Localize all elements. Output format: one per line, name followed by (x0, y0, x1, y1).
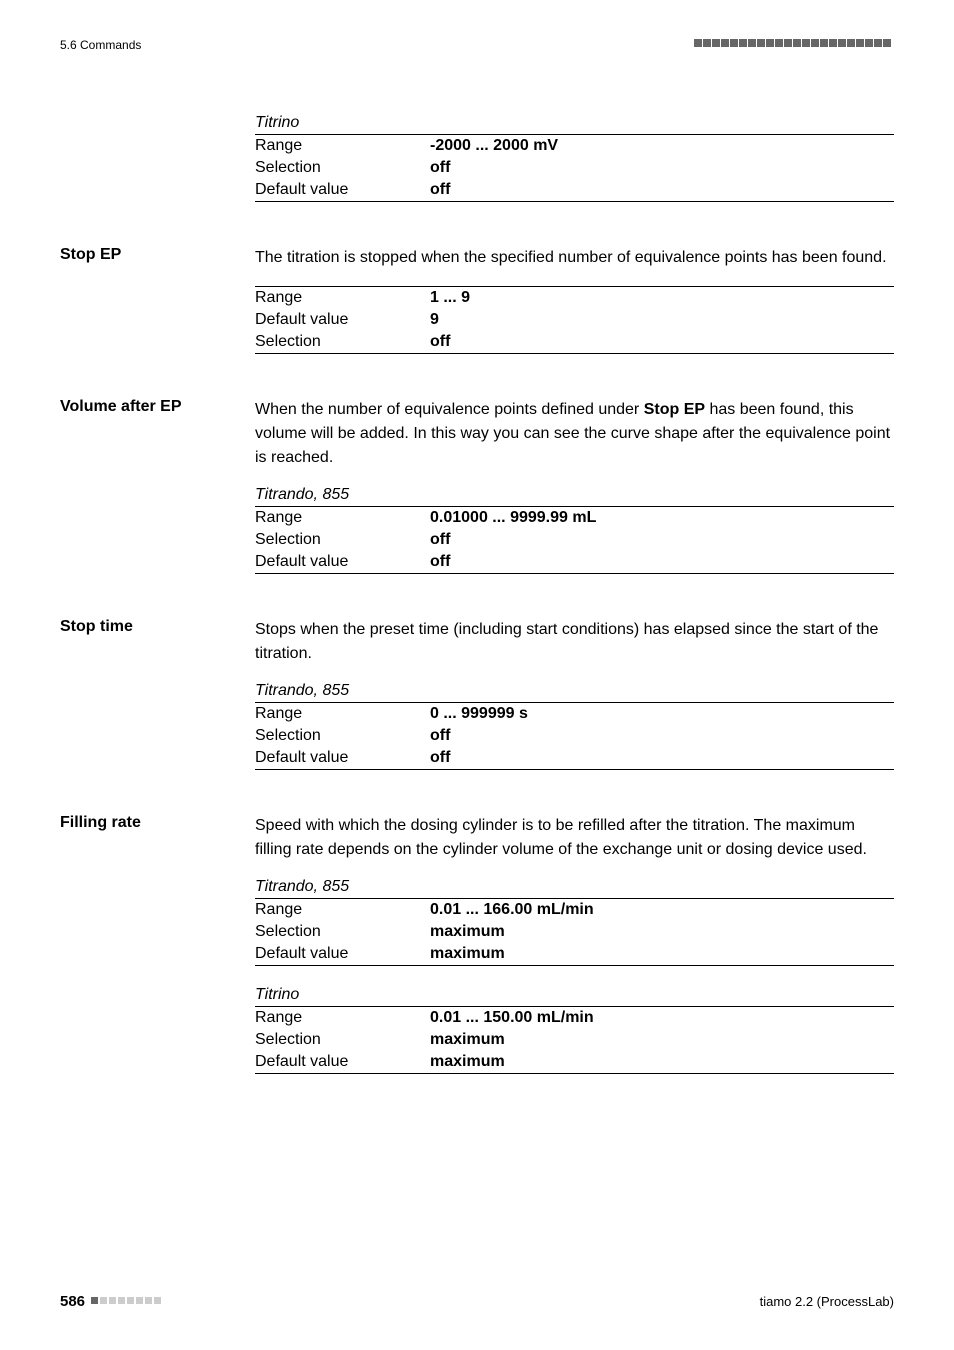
section-description: Speed with which the dosing cylinder is … (255, 814, 894, 862)
section-label: Stop time (60, 618, 255, 636)
header-section-number: 5.6 Commands (60, 38, 141, 52)
param-row-selection: Selection off (255, 331, 894, 353)
param-key: Range (255, 1009, 430, 1027)
header-decoration (694, 36, 894, 54)
param-val: off (430, 531, 894, 549)
param-val: 1 ... 9 (430, 289, 894, 307)
param-key: Selection (255, 1031, 430, 1049)
device-label: Titrando, 855 (255, 486, 894, 504)
param-key: Selection (255, 531, 430, 549)
param-row-default: Default value 9 (255, 309, 894, 331)
device-label: Titrino (255, 986, 894, 1004)
param-row-default: Default value off (255, 747, 894, 769)
param-row-default: Default value off (255, 551, 894, 573)
param-table: Range 0 ... 999999 s Selection off Defau… (255, 702, 894, 770)
param-key: Default value (255, 749, 430, 767)
param-table: Range 0.01 ... 166.00 mL/min Selection m… (255, 898, 894, 966)
param-key: Default value (255, 945, 430, 963)
footer-decoration-icon (91, 1297, 161, 1306)
param-val: -2000 ... 2000 mV (430, 137, 894, 155)
param-val: 9 (430, 311, 894, 329)
desc-bold: Stop EP (644, 401, 705, 418)
param-key: Default value (255, 553, 430, 571)
page-footer: 586 tiamo 2.2 (ProcessLab) (60, 1293, 894, 1310)
param-table: Range 1 ... 9 Default value 9 Selection … (255, 286, 894, 354)
param-val: maximum (430, 1031, 894, 1049)
section-stop-time: Stop time Stops when the preset time (in… (60, 618, 894, 790)
param-key: Range (255, 509, 430, 527)
param-key: Selection (255, 159, 430, 177)
param-val: 0.01000 ... 9999.99 mL (430, 509, 894, 527)
param-row-selection: Selection off (255, 725, 894, 747)
param-table: Range 0.01000 ... 9999.99 mL Selection o… (255, 506, 894, 574)
param-val: off (430, 159, 894, 177)
section-continuation: Titrino Range -2000 ... 2000 mV Selectio… (60, 114, 894, 222)
section-description: The titration is stopped when the specif… (255, 246, 894, 270)
param-key: Selection (255, 333, 430, 351)
param-key: Range (255, 901, 430, 919)
section-description: When the number of equivalence points de… (255, 398, 894, 470)
param-row-default: Default value maximum (255, 1051, 894, 1073)
param-val: off (430, 181, 894, 199)
param-key: Selection (255, 727, 430, 745)
param-val: off (430, 727, 894, 745)
param-val: off (430, 333, 894, 351)
footer-page-number-container: 586 (60, 1293, 161, 1310)
footer-product-name: tiamo 2.2 (ProcessLab) (760, 1294, 894, 1309)
param-val: 0 ... 999999 s (430, 705, 894, 723)
param-val: maximum (430, 923, 894, 941)
param-key: Range (255, 137, 430, 155)
param-row-selection: Selection off (255, 157, 894, 179)
param-row-range: Range 0.01000 ... 9999.99 mL (255, 507, 894, 529)
param-row-selection: Selection maximum (255, 921, 894, 943)
device-label: Titrando, 855 (255, 878, 894, 896)
section-label: Filling rate (60, 814, 255, 832)
param-row-default: Default value maximum (255, 943, 894, 965)
param-row-range: Range -2000 ... 2000 mV (255, 135, 894, 157)
param-val: maximum (430, 1053, 894, 1071)
section-volume-after-ep: Volume after EP When the number of equiv… (60, 398, 894, 594)
param-val: off (430, 749, 894, 767)
footer-page-number: 586 (60, 1293, 85, 1310)
section-label: Volume after EP (60, 398, 255, 416)
param-key: Range (255, 705, 430, 723)
page-container: 5.6 Commands (0, 0, 954, 1350)
param-row-default: Default value off (255, 179, 894, 201)
section-stop-ep: Stop EP The titration is stopped when th… (60, 246, 894, 374)
param-row-range: Range 0.01 ... 166.00 mL/min (255, 899, 894, 921)
param-table: Range 0.01 ... 150.00 mL/min Selection m… (255, 1006, 894, 1074)
page-header: 5.6 Commands (60, 36, 894, 54)
param-key: Default value (255, 311, 430, 329)
param-row-selection: Selection maximum (255, 1029, 894, 1051)
section-label: Stop EP (60, 246, 255, 264)
param-val: 0.01 ... 166.00 mL/min (430, 901, 894, 919)
device-label: Titrino (255, 114, 894, 132)
section-filling-rate: Filling rate Speed with which the dosing… (60, 814, 894, 1094)
param-row-range: Range 1 ... 9 (255, 287, 894, 309)
param-val: 0.01 ... 150.00 mL/min (430, 1009, 894, 1027)
param-val: maximum (430, 945, 894, 963)
param-key: Range (255, 289, 430, 307)
param-key: Default value (255, 1053, 430, 1071)
device-label: Titrando, 855 (255, 682, 894, 700)
param-val: off (430, 553, 894, 571)
param-key: Default value (255, 181, 430, 199)
desc-part-a: When the number of equivalence points de… (255, 401, 644, 418)
param-row-selection: Selection off (255, 529, 894, 551)
param-table: Range -2000 ... 2000 mV Selection off De… (255, 134, 894, 202)
param-row-range: Range 0.01 ... 150.00 mL/min (255, 1007, 894, 1029)
param-key: Selection (255, 923, 430, 941)
param-row-range: Range 0 ... 999999 s (255, 703, 894, 725)
section-description: Stops when the preset time (including st… (255, 618, 894, 666)
